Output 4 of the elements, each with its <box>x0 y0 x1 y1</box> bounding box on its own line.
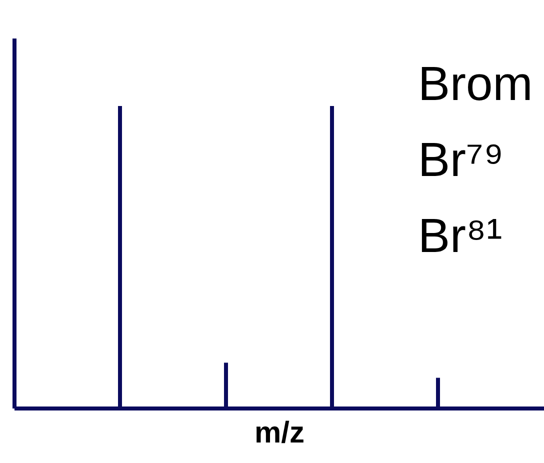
annotation: Br⁷⁹ <box>418 134 504 187</box>
annotation: Brom <box>418 58 533 111</box>
x-axis-title: m/z <box>254 416 305 450</box>
annotation: Br⁸¹ <box>418 210 502 263</box>
